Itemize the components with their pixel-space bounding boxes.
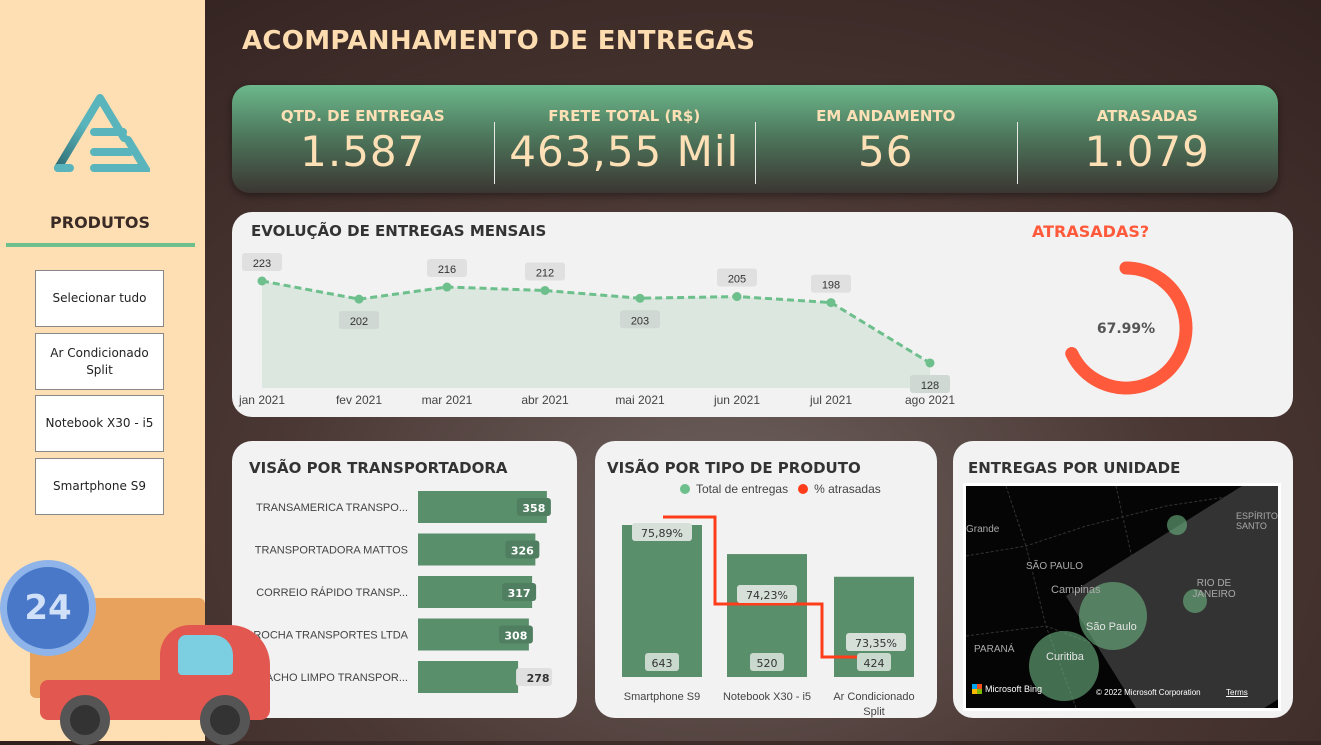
kpi-label: FRETE TOTAL (R$) bbox=[548, 107, 701, 125]
map-label: Grande bbox=[966, 524, 1000, 535]
kpi-value: 1.587 bbox=[300, 127, 426, 176]
line-point bbox=[826, 298, 836, 308]
legend-dot-late bbox=[798, 484, 809, 494]
map-title: ENTREGAS POR UNIDADE bbox=[968, 459, 1181, 477]
map-bubble[interactable] bbox=[1167, 515, 1187, 535]
page-title: ACOMPANHAMENTO DE ENTREGAS bbox=[242, 26, 756, 56]
x-tick-label: abr 2021 bbox=[521, 393, 569, 407]
clock-number: 24 bbox=[24, 588, 72, 628]
data-label-bg bbox=[339, 311, 379, 330]
clock-icon: 24 bbox=[0, 560, 96, 656]
divider bbox=[6, 243, 195, 247]
products-title: PRODUTOS bbox=[50, 213, 150, 232]
map-label: Campinas bbox=[1051, 584, 1101, 596]
map-label: ESPÍRITO SANTO bbox=[1236, 511, 1278, 531]
x-tick-label: jun 2021 bbox=[713, 393, 760, 407]
donut-arc bbox=[1065, 261, 1193, 395]
map-label: SÃO PAULO bbox=[1026, 561, 1084, 572]
data-label: 212 bbox=[536, 267, 554, 279]
legend-late: % atrasadas bbox=[814, 482, 881, 496]
kpi-label: EM ANDAMENTO bbox=[816, 107, 956, 125]
data-label: 198 bbox=[822, 280, 840, 292]
map-label: Curitiba bbox=[1046, 651, 1084, 663]
logo-icon bbox=[54, 94, 150, 172]
data-label-bg bbox=[525, 262, 565, 281]
map-attribution: Microsoft Bing bbox=[985, 684, 1043, 694]
product-legend: Total de entregas % atrasadas bbox=[680, 482, 881, 496]
kpi-value: 56 bbox=[858, 127, 914, 176]
line-point bbox=[925, 358, 935, 368]
line-area bbox=[262, 281, 930, 388]
legend-dot-total bbox=[680, 484, 690, 494]
data-label: 128 bbox=[921, 380, 939, 392]
kpi-value: 463,55 Mil bbox=[509, 127, 740, 176]
slicer-select-all[interactable]: Selecionar tudo bbox=[35, 270, 164, 327]
map-terms-link[interactable]: Terms bbox=[1226, 688, 1248, 697]
data-label: 216 bbox=[438, 264, 456, 276]
kpi-frete: FRETE TOTAL (R$) 463,55 Mil bbox=[493, 85, 756, 193]
data-label-bg bbox=[427, 259, 467, 278]
line-point bbox=[442, 282, 452, 292]
line-point bbox=[540, 285, 550, 295]
slicer-notebook[interactable]: Notebook X30 - i5 bbox=[35, 395, 164, 452]
map-bubble-rio[interactable] bbox=[1183, 589, 1207, 613]
x-tick-label: fev 2021 bbox=[336, 393, 382, 407]
line-point bbox=[732, 292, 742, 302]
x-tick-label: mai 2021 bbox=[615, 393, 665, 407]
slicer-smartphone[interactable]: Smartphone S9 bbox=[35, 458, 164, 515]
kpi-atrasadas: ATRASADAS 1.079 bbox=[1016, 85, 1279, 193]
slicer-ar-condicionado[interactable]: Ar Condicionado Split bbox=[35, 333, 164, 390]
x-tick-label: mar 2021 bbox=[422, 393, 473, 407]
microsoft-icon bbox=[972, 684, 982, 694]
data-label-bg bbox=[811, 274, 851, 293]
map[interactable]: SÃO PAULO Campinas São Paulo RIO DE JANE… bbox=[963, 483, 1281, 711]
x-tick-label: jul 2021 bbox=[809, 393, 852, 407]
bing-logo: Microsoft Bing bbox=[972, 684, 1042, 694]
data-label-bg bbox=[717, 268, 757, 287]
line-chart-title: EVOLUÇÃO DE ENTREGAS MENSAIS bbox=[251, 222, 547, 240]
data-label-bg bbox=[910, 374, 950, 393]
kpi-andamento: EM ANDAMENTO 56 bbox=[755, 85, 1017, 193]
line-point bbox=[635, 293, 645, 303]
carrier-chart-title: VISÃO POR TRANSPORTADORA bbox=[249, 459, 508, 477]
map-copyright: © 2022 Microsoft Corporation bbox=[1096, 688, 1201, 697]
data-label: 205 bbox=[728, 274, 746, 286]
data-label: 223 bbox=[253, 258, 271, 270]
map-bubble-sao-paulo[interactable] bbox=[1079, 582, 1147, 650]
donut-value: 67.99% bbox=[1097, 321, 1155, 337]
kpi-value: 1.079 bbox=[1084, 127, 1210, 176]
map-bubble-curitiba[interactable] bbox=[1029, 631, 1099, 701]
kpi-entregas: QTD. DE ENTREGAS 1.587 bbox=[232, 85, 494, 193]
donut-title: ATRASADAS? bbox=[1032, 222, 1150, 241]
line-series bbox=[261, 279, 931, 365]
product-chart-title: VISÃO POR TIPO DE PRODUTO bbox=[607, 459, 861, 477]
data-label-bg bbox=[620, 310, 660, 329]
map-label: São Paulo bbox=[1086, 621, 1137, 633]
kpi-bar: QTD. DE ENTREGAS 1.587 FRETE TOTAL (R$) 46… bbox=[232, 85, 1278, 193]
data-label: 202 bbox=[350, 316, 368, 328]
x-tick-label: jan 2021 bbox=[238, 393, 285, 407]
map-label: PARANÁ bbox=[974, 644, 1015, 655]
kpi-label: ATRASADAS bbox=[1096, 107, 1198, 125]
kpi-label: QTD. DE ENTREGAS bbox=[280, 107, 445, 125]
data-label-bg bbox=[242, 253, 282, 271]
data-label: 203 bbox=[631, 315, 649, 327]
x-tick-label: ago 2021 bbox=[905, 393, 955, 407]
line-point bbox=[354, 294, 364, 304]
map-label: RIO DE JANEIRO bbox=[1192, 578, 1236, 600]
legend-total: Total de entregas bbox=[696, 482, 789, 496]
line-point bbox=[257, 276, 267, 286]
truck-illustration: 24 bbox=[0, 560, 310, 745]
